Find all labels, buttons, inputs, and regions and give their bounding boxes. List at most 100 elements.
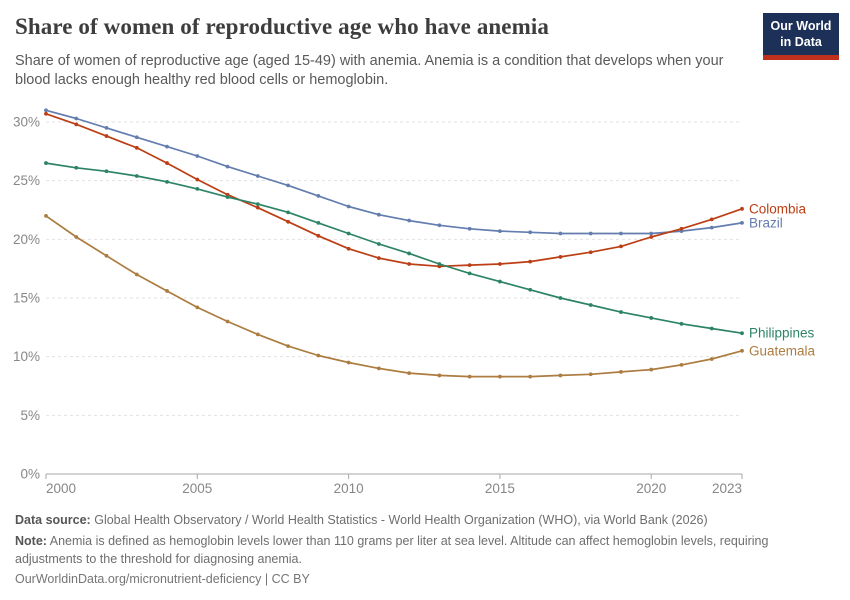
data-point-colombia-2000: [44, 111, 48, 116]
data-point-guatemala-2023: [740, 348, 744, 353]
data-point-colombia-2011: [376, 256, 381, 261]
data-point-colombia-2018: [588, 250, 593, 255]
data-point-brazil-2003: [134, 135, 139, 140]
chart-footer: Data source: Global Health Observatory /…: [15, 512, 775, 592]
data-point-colombia-2009: [316, 233, 321, 238]
data-point-guatemala-2012: [407, 371, 412, 375]
data-point-guatemala-2022: [709, 357, 714, 361]
data-point-guatemala-2007: [255, 332, 260, 337]
data-point-guatemala-2008: [286, 344, 290, 349]
owid-logo[interactable]: Our World in Data: [763, 13, 839, 61]
data-point-brazil-2014: [467, 226, 472, 231]
data-point-colombia-2001: [74, 122, 79, 127]
data-point-philippines-2018: [588, 303, 593, 307]
data-point-guatemala-2004: [165, 289, 169, 293]
data-point-colombia-2005: [195, 177, 200, 182]
citation-link[interactable]: OurWorldinData.org/micronutrient-deficie…: [15, 572, 310, 587]
data-point-brazil-2007: [255, 174, 260, 178]
data-point-colombia-2021: [679, 226, 684, 231]
x-tick-label-2010: 2010: [334, 481, 364, 496]
data-point-brazil-2004: [165, 144, 169, 149]
data-point-colombia-2003: [134, 145, 139, 150]
data-point-brazil-2005: [195, 154, 200, 158]
line-chart-svg: 0% 5% 10% 15% 20% 25% 30% 2000 2005 2010 2015 2020 2…: [13, 108, 816, 496]
data-point-guatemala-2000: [44, 213, 48, 218]
data-point-philippines-2017: [558, 296, 563, 300]
data-point-philippines-2016: [528, 287, 533, 292]
data-point-colombia-2019: [619, 244, 623, 249]
data-point-guatemala-2021: [679, 362, 684, 367]
series-label-philippines: Philippines: [749, 326, 815, 341]
data-point-colombia-2012: [407, 262, 412, 266]
y-tick-label-25: 25%: [13, 173, 40, 188]
series-line-philippines: [45, 162, 743, 335]
data-point-guatemala-2018: [588, 372, 593, 377]
data-point-philippines-2003: [134, 174, 139, 178]
data-point-guatemala-2017: [558, 373, 563, 378]
data-point-colombia-2010: [346, 246, 351, 251]
data-point-brazil-2015: [498, 229, 502, 234]
data-point-philippines-2007: [255, 202, 260, 207]
data-point-guatemala-2009: [316, 353, 321, 358]
data-point-philippines-2023: [740, 331, 744, 336]
data-point-philippines-2006: [225, 195, 230, 199]
data-point-philippines-2014: [467, 271, 472, 276]
y-tick-label-15: 15%: [13, 291, 40, 306]
data-point-brazil-2013: [437, 223, 442, 228]
data-point-guatemala-2001: [74, 235, 79, 239]
series-label-brazil: Brazil: [749, 215, 783, 230]
note-line: Note: Anemia is defined as hemoglobin le…: [15, 533, 775, 569]
y-tick-label-30: 30%: [13, 115, 40, 130]
x-tick-label-2005: 2005: [182, 481, 212, 496]
data-point-guatemala-2013: [437, 373, 442, 378]
y-tick-label-5: 5%: [20, 408, 40, 423]
data-point-brazil-2002: [104, 125, 109, 130]
data-point-guatemala-2006: [225, 319, 230, 324]
data-point-philippines-2008: [286, 210, 290, 215]
data-point-brazil-2011: [376, 212, 381, 217]
data-point-brazil-2023: [740, 221, 744, 225]
data-point-philippines-2002: [104, 169, 109, 174]
note-text: Anemia is defined as hemoglobin levels l…: [15, 533, 769, 566]
data-point-brazil-2018: [588, 231, 593, 236]
data-point-brazil-2008: [286, 183, 290, 188]
data-point-guatemala-2011: [376, 366, 381, 371]
chart-subtitle: Share of women of reproductive age (aged…: [15, 53, 724, 89]
data-point-brazil-2006: [225, 164, 230, 169]
data-point-colombia-2004: [165, 161, 169, 165]
data-point-brazil-2001: [74, 116, 79, 121]
series-line-guatemala: [45, 215, 743, 378]
x-tick-label-2000: 2000: [46, 481, 76, 496]
data-point-guatemala-2014: [467, 374, 472, 379]
data-point-philippines-2009: [316, 221, 321, 225]
data-point-colombia-2014: [467, 263, 472, 268]
data-point-philippines-2010: [346, 231, 351, 236]
x-tick-label-2020: 2020: [636, 481, 666, 496]
data-point-philippines-2021: [679, 321, 684, 326]
data-source-line: Data source: Global Health Observatory /…: [15, 512, 775, 530]
line-chart: 0% 5% 10% 15% 20% 25% 30% 2000 2005 2010 2015 2020 2…: [0, 90, 850, 505]
x-tick-label-2023: 2023: [712, 481, 742, 496]
data-point-colombia-2017: [558, 255, 563, 259]
data-point-colombia-2020: [649, 235, 654, 239]
data-point-guatemala-2016: [528, 374, 533, 379]
data-point-colombia-2007: [255, 205, 260, 210]
data-point-guatemala-2020: [649, 367, 654, 372]
data-point-guatemala-2003: [134, 272, 139, 277]
data-point-brazil-2010: [346, 204, 351, 209]
data-point-colombia-2015: [498, 262, 502, 266]
data-point-colombia-2008: [286, 219, 290, 224]
data-point-philippines-2011: [376, 242, 381, 246]
owid-logo-line1: Our World: [770, 19, 832, 33]
data-source-label: Data source:: [15, 513, 91, 527]
data-point-colombia-2023: [740, 206, 744, 211]
data-point-brazil-2000: [44, 108, 48, 113]
data-point-brazil-2016: [528, 230, 533, 235]
data-point-guatemala-2010: [346, 360, 351, 365]
series-label-guatemala: Guatemala: [749, 343, 816, 358]
data-point-guatemala-2002: [104, 253, 109, 258]
data-point-philippines-2001: [74, 165, 79, 170]
data-point-brazil-2020: [649, 231, 654, 236]
page-title: Share of women of reproductive age who h…: [15, 14, 549, 39]
